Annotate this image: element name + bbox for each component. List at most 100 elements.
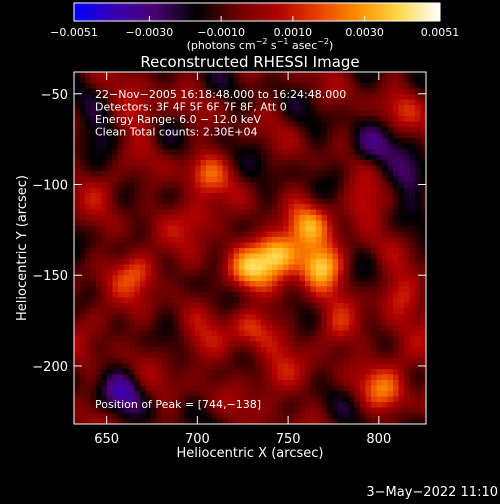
heatmap-cell: [239, 110, 245, 117]
heatmap-cell: [90, 215, 97, 221]
heatmap-cell: [277, 165, 284, 172]
heatmap-cell: [398, 336, 405, 342]
heatmap-cell: [123, 248, 130, 254]
heatmap-cell: [123, 325, 130, 331]
heatmap-cell: [349, 325, 355, 331]
heatmap-cell: [101, 149, 108, 155]
heatmap-cell: [184, 215, 190, 221]
heatmap-cell: [167, 116, 174, 122]
heatmap-cell: [101, 385, 108, 392]
heatmap-cell: [272, 110, 278, 117]
heatmap-cell: [409, 171, 416, 177]
heatmap-cell: [354, 127, 361, 133]
heatmap-cell: [156, 231, 163, 238]
heatmap-cell: [228, 391, 234, 397]
heatmap-cell: [162, 297, 168, 304]
heatmap-cell: [195, 336, 201, 342]
heatmap-cell: [420, 314, 427, 320]
heatmap-cell: [327, 220, 333, 227]
heatmap-cell: [338, 193, 344, 199]
heatmap-cell: [178, 154, 185, 161]
heatmap-cell: [272, 187, 278, 194]
heatmap-cell: [277, 407, 284, 414]
heatmap-cell: [349, 209, 355, 216]
heatmap-cell: [255, 83, 262, 89]
heatmap-cell: [250, 215, 256, 221]
heatmap-cell: [79, 215, 86, 221]
heatmap-cell: [162, 143, 168, 150]
heatmap-cell: [288, 83, 295, 89]
heatmap-cell: [85, 99, 91, 106]
heatmap-cell: [162, 127, 168, 133]
heatmap-cell: [244, 259, 251, 265]
heatmap-cell: [316, 193, 322, 199]
heatmap-cell: [134, 149, 141, 155]
heatmap-cell: [123, 182, 130, 188]
heatmap-cell: [140, 171, 146, 177]
heatmap-cell: [338, 402, 344, 408]
heatmap-cell: [272, 253, 278, 260]
heatmap-cell: [178, 226, 185, 232]
heatmap-cell: [371, 319, 377, 326]
heatmap-cell: [178, 88, 185, 95]
heatmap-cell: [365, 116, 372, 122]
heatmap-cell: [129, 380, 135, 386]
heatmap-cell: [404, 121, 410, 128]
heatmap-cell: [371, 215, 377, 221]
heatmap-cell: [129, 341, 135, 348]
heatmap-cell: [365, 374, 372, 381]
heatmap-cell: [167, 204, 174, 210]
heatmap-cell: [420, 259, 427, 265]
heatmap-cell: [74, 413, 80, 419]
heatmap-cell: [387, 242, 394, 249]
heatmap-cell: [244, 352, 251, 359]
heatmap-cell: [305, 369, 311, 375]
heatmap-cell: [200, 374, 207, 381]
heatmap-cell: [321, 380, 328, 386]
heatmap-cell: [376, 226, 383, 232]
heatmap-cell: [404, 154, 410, 161]
heatmap-cell: [151, 275, 157, 282]
heatmap-cell: [321, 231, 328, 238]
heatmap-cell: [211, 281, 218, 287]
heatmap-cell: [294, 77, 300, 84]
heatmap-cell: [327, 77, 333, 84]
heatmap-cell: [167, 72, 174, 78]
heatmap-cell: [349, 94, 355, 100]
heatmap-cell: [162, 303, 168, 309]
heatmap-cell: [151, 105, 157, 111]
heatmap-cell: [112, 242, 119, 249]
heatmap-cell: [129, 77, 135, 84]
heatmap-cell: [338, 187, 344, 194]
heatmap-cell: [255, 165, 262, 172]
heatmap-cell: [409, 352, 416, 359]
heatmap-cell: [206, 374, 212, 381]
heatmap-cell: [90, 264, 97, 271]
heatmap-cell: [338, 396, 344, 403]
heatmap-cell: [189, 396, 196, 403]
heatmap-cell: [283, 402, 289, 408]
heatmap-cell: [365, 336, 372, 342]
heatmap-cell: [101, 358, 108, 364]
heatmap-cell: [217, 292, 223, 298]
heatmap-cell: [272, 127, 278, 133]
heatmap-cell: [398, 286, 405, 293]
heatmap-cell: [74, 193, 80, 199]
heatmap-cell: [189, 77, 196, 84]
heatmap-cell: [420, 275, 427, 282]
heatmap-cell: [90, 105, 97, 111]
heatmap-cell: [145, 396, 152, 403]
heatmap-cell: [316, 204, 322, 210]
heatmap-cell: [272, 391, 278, 397]
heatmap-cell: [217, 94, 223, 100]
heatmap-cell: [420, 297, 427, 304]
heatmap-cell: [382, 248, 388, 254]
heatmap-cell: [222, 165, 229, 172]
heatmap-cell: [376, 319, 383, 326]
heatmap-cell: [178, 231, 185, 238]
heatmap-cell: [162, 231, 168, 238]
heatmap-cell: [112, 259, 119, 265]
heatmap-cell: [90, 127, 97, 133]
heatmap-cell: [404, 391, 410, 397]
heatmap-cell: [233, 215, 240, 221]
